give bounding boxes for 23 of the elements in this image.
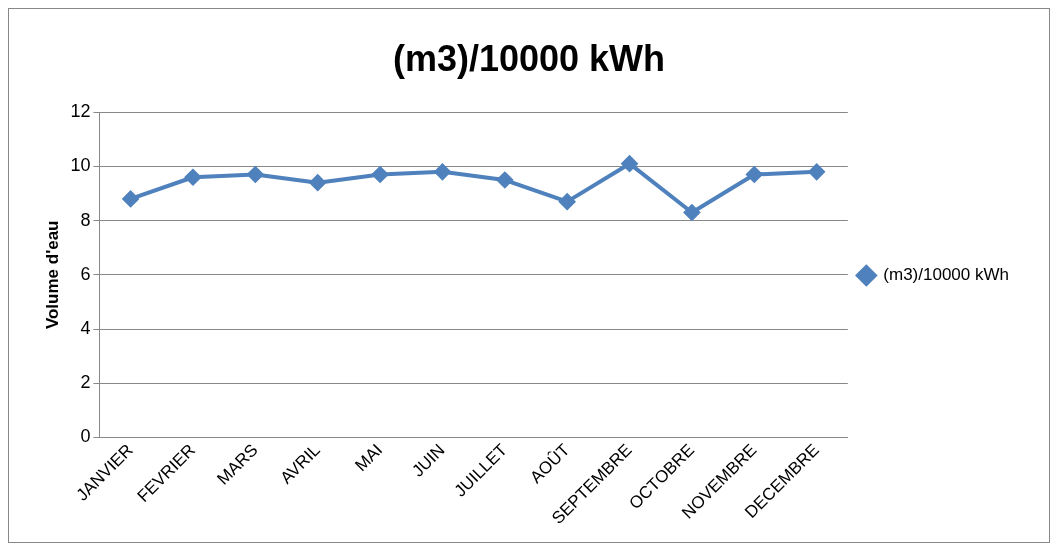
- point: [559, 193, 576, 210]
- point: [184, 169, 201, 186]
- chart-title: (m3)/10000 kWh: [392, 37, 666, 79]
- point: [496, 171, 513, 188]
- y-tick-label: 10: [70, 155, 91, 176]
- legend-label: (m3)/10000 kWh: [883, 265, 1010, 285]
- y-tick-label: 2: [80, 372, 91, 393]
- x-tick-label: MAI: [351, 440, 387, 476]
- point: [309, 174, 326, 191]
- point: [683, 204, 700, 221]
- y-tick-label: 0: [80, 426, 91, 447]
- point: [372, 166, 389, 183]
- point: [808, 163, 825, 180]
- y-tick-label: 6: [80, 263, 91, 284]
- y-tick-label: 4: [80, 317, 91, 338]
- y-tick-label: 12: [70, 101, 91, 122]
- point: [122, 190, 139, 207]
- point: [746, 166, 763, 183]
- y-tick-label: 8: [80, 209, 91, 230]
- y-axis-title: Volume d'eau: [42, 220, 62, 330]
- point: [621, 155, 638, 172]
- point: [434, 163, 451, 180]
- point: [247, 166, 264, 183]
